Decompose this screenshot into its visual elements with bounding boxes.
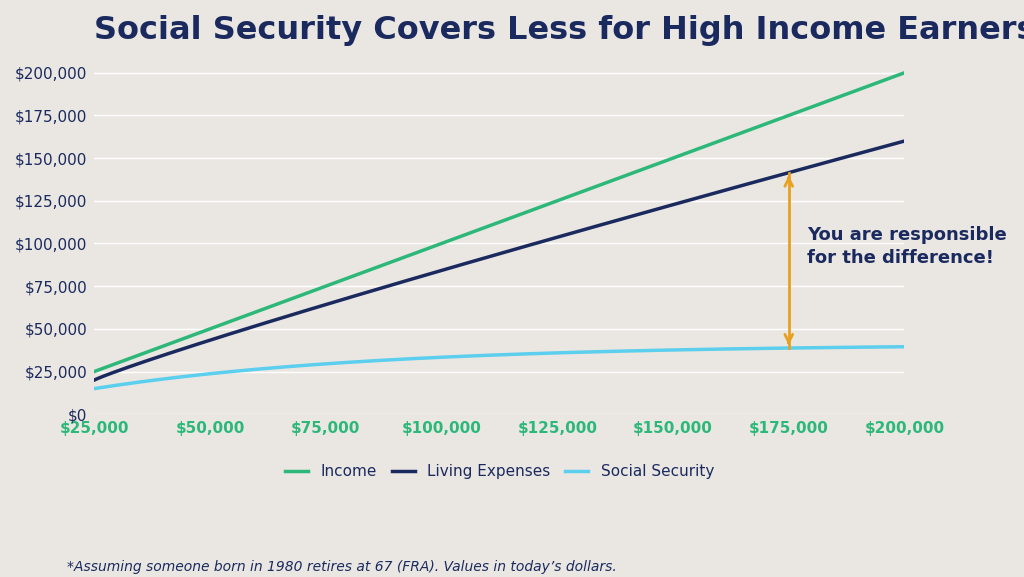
Income xyxy=(570,190,583,197)
Living Expenses xyxy=(478,254,490,261)
Line: Social Security: Social Security xyxy=(94,347,904,388)
Living Expenses xyxy=(753,178,765,185)
Text: You are responsible
for the difference!: You are responsible for the difference! xyxy=(807,226,1007,268)
Social Security xyxy=(473,352,485,359)
Living Expenses xyxy=(570,228,583,235)
Living Expenses xyxy=(526,241,539,248)
Social Security xyxy=(478,352,490,359)
Income xyxy=(88,368,100,375)
Line: Income: Income xyxy=(94,73,904,372)
Social Security xyxy=(879,343,891,350)
Income xyxy=(526,207,539,213)
Social Security xyxy=(898,343,910,350)
Social Security xyxy=(526,350,539,357)
Income xyxy=(473,226,485,233)
Income xyxy=(753,123,765,130)
Line: Living Expenses: Living Expenses xyxy=(94,141,904,380)
Social Security xyxy=(88,385,100,392)
Text: Social Security Covers Less for High Income Earners: Social Security Covers Less for High Inc… xyxy=(94,15,1024,46)
Income xyxy=(879,77,891,84)
Legend: Income, Living Expenses, Social Security: Income, Living Expenses, Social Security xyxy=(279,458,720,485)
Living Expenses xyxy=(879,143,891,150)
Living Expenses xyxy=(473,256,485,263)
Income xyxy=(898,69,910,76)
Social Security xyxy=(570,349,583,356)
Living Expenses xyxy=(898,137,910,144)
Income xyxy=(478,224,490,231)
Social Security xyxy=(753,345,765,352)
Text: *Assuming someone born in 1980 retires at 67 (FRA). Values in today’s dollars.: *Assuming someone born in 1980 retires a… xyxy=(67,560,616,574)
Living Expenses xyxy=(88,377,100,384)
